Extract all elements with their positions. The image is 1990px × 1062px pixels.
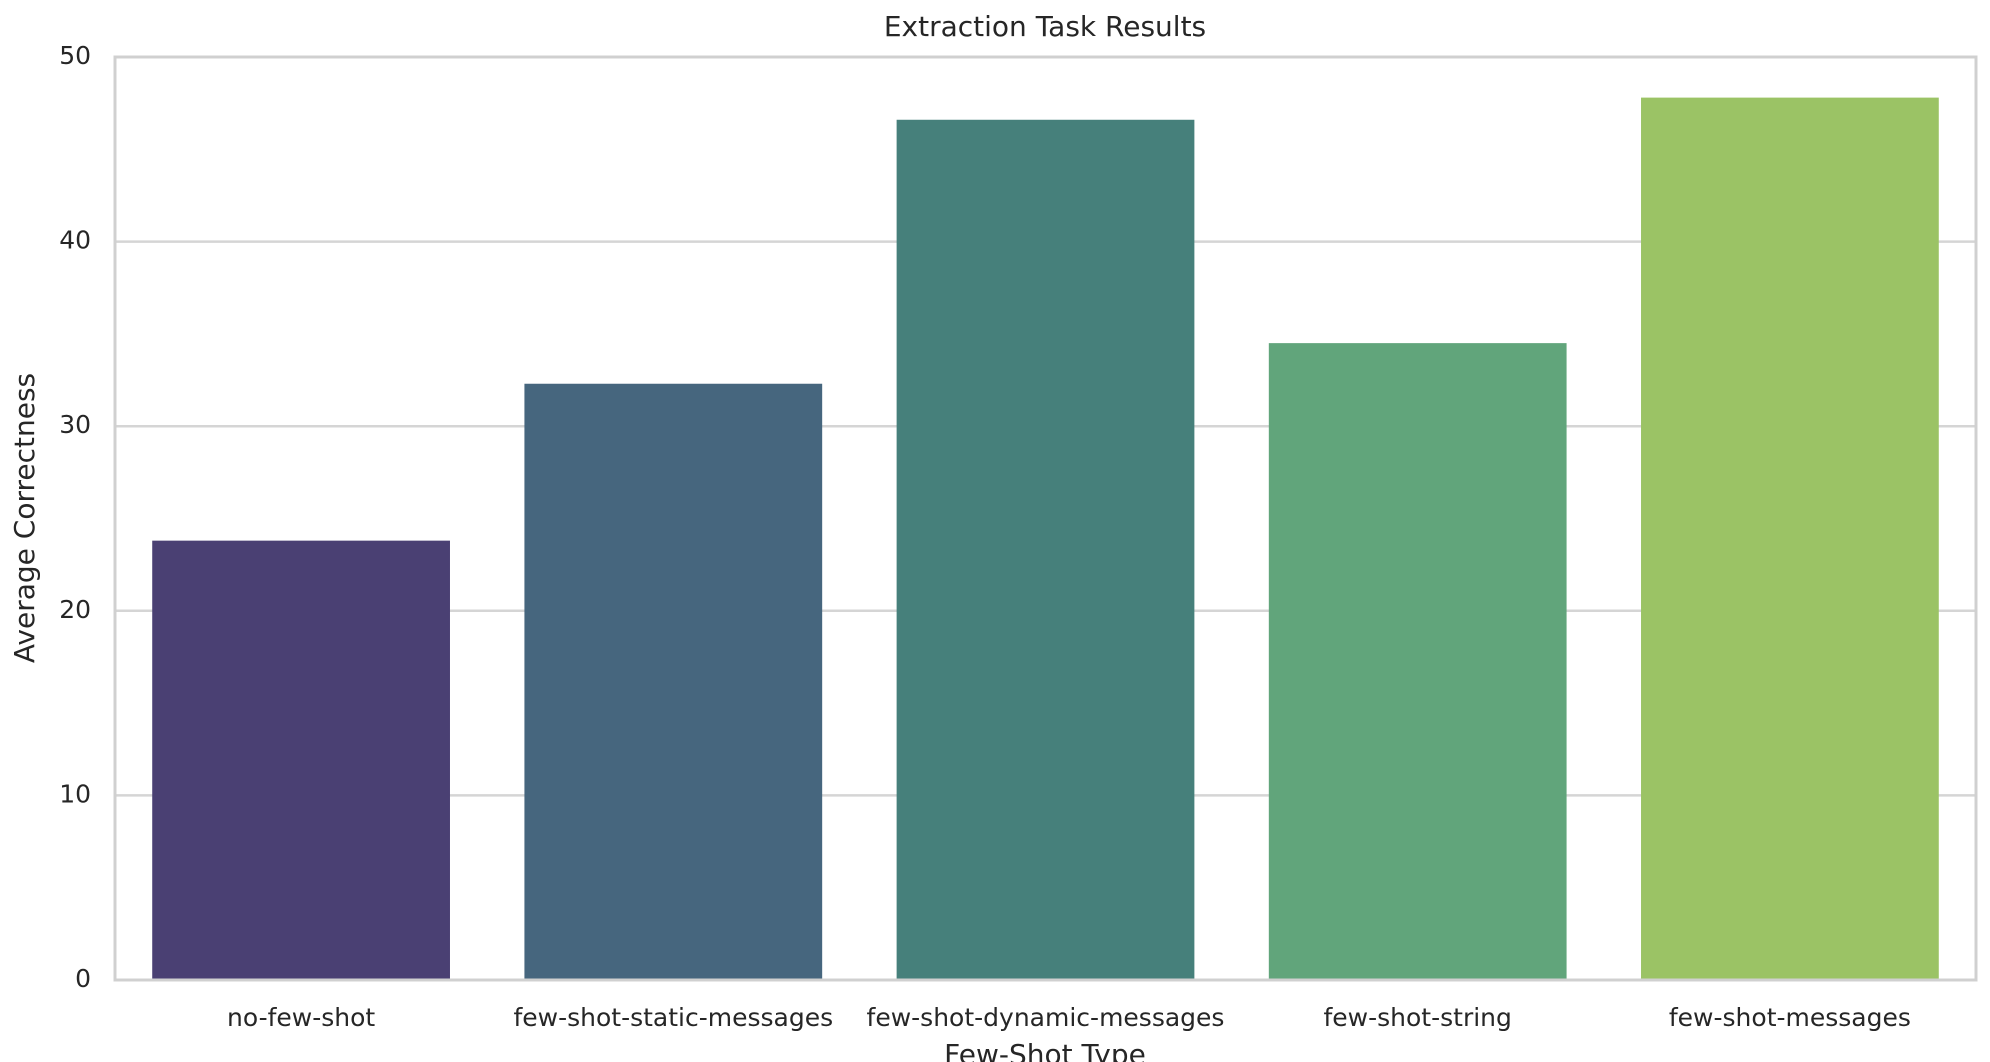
y-tick-label: 40 [59,226,91,255]
y-tick-label: 0 [75,964,91,993]
y-tick-label: 30 [59,410,91,439]
x-tick-label: no-few-shot [227,1003,375,1032]
y-tick-label: 50 [59,41,91,70]
y-axis-label: Average Correctness [8,373,41,663]
bar [152,540,450,980]
x-axis-label: Few-Shot Type [944,1038,1146,1062]
x-tick-label: few-shot-dynamic-messages [867,1003,1225,1032]
bar [1641,97,1939,980]
plot-frame [113,55,1978,982]
x-tick-label: few-shot-string [1323,1003,1511,1032]
bar [1268,343,1567,980]
y-tick-label: 10 [59,779,91,808]
x-tick-label: few-shot-messages [1669,1003,1911,1032]
chart-title: Extraction Task Results [884,10,1206,43]
x-tick-label: few-shot-static-messages [513,1003,833,1032]
y-tick-label: 20 [59,595,91,624]
bar [896,119,1195,981]
bar [524,383,823,980]
